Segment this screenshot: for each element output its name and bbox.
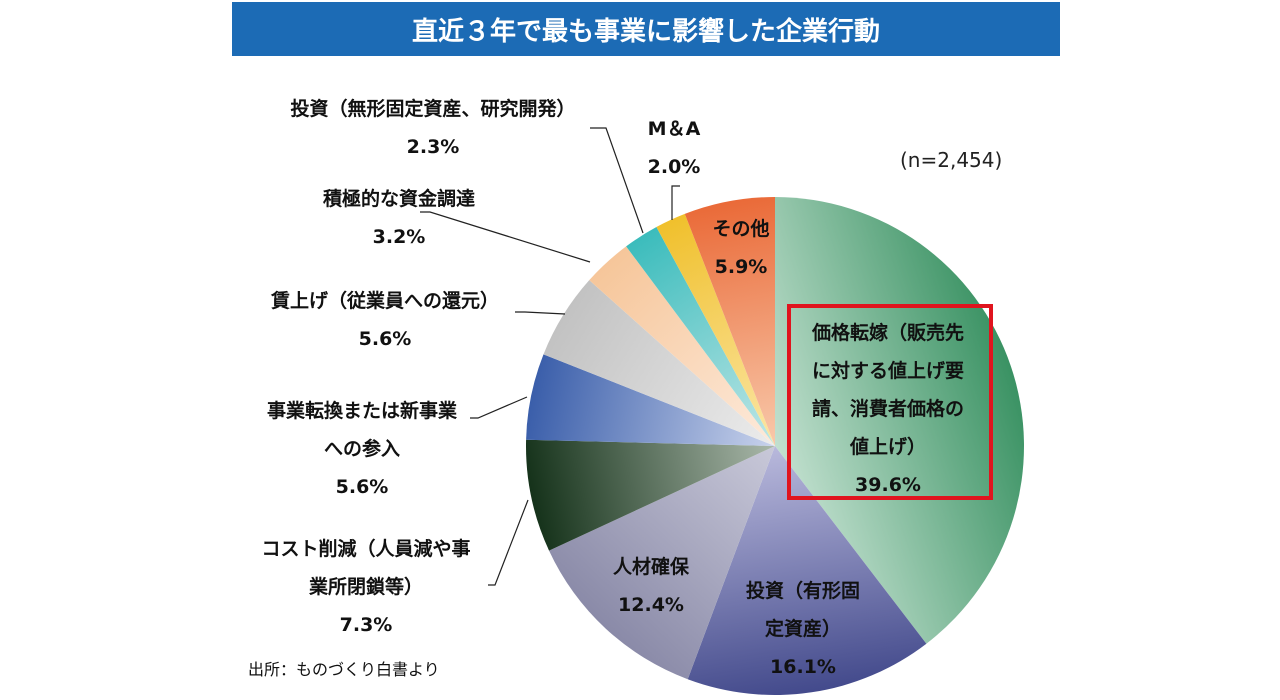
- slice-label-text: 価格転嫁（販売先: [811, 322, 965, 344]
- pie-slice: [543, 280, 775, 446]
- slice-label: 投資（有形固 定資産） 16.1%: [746, 572, 860, 686]
- leader-line: [515, 311, 566, 315]
- pie-slice: [526, 354, 775, 446]
- slice-label-text: 賃上げ（従業員への還元）: [270, 290, 500, 312]
- source-note: 出所：ものづくり白書より: [248, 660, 440, 679]
- sample-size-note: (n=2,454): [900, 148, 1003, 172]
- pie-slice: [775, 197, 1024, 644]
- slice-percent: 7.3%: [339, 614, 393, 636]
- slice-label: M＆A 2.0%: [648, 110, 701, 186]
- leader-line: [488, 499, 529, 586]
- slice-label-text: コスト削減（人員減や事: [261, 538, 471, 560]
- leader-line: [590, 127, 644, 234]
- slice-label: 価格転嫁（販売先 に対する値上げ要 請、消費者価格の 値上げ） 39.6%: [812, 314, 964, 504]
- slice-label: その他 5.9%: [712, 210, 769, 286]
- slice-percent: 5.9%: [714, 256, 768, 278]
- slice-label: 積極的な資金調達 3.2%: [323, 180, 475, 256]
- slice-label-text: 値上げ）: [849, 436, 927, 458]
- slice-label-text: 積極的な資金調達: [322, 188, 476, 210]
- leader-line: [671, 185, 680, 220]
- slice-label: 人材確保 12.4%: [613, 548, 689, 624]
- slice-percent: 39.6%: [855, 474, 921, 496]
- slice-percent: 5.6%: [358, 328, 412, 350]
- slice-label-text: への参入: [323, 438, 401, 460]
- pie-slice: [589, 246, 775, 446]
- slice-label-text: M＆A: [647, 118, 701, 140]
- slice-label-text: 業所閉鎖等）: [308, 576, 424, 598]
- slice-percent: 3.2%: [372, 226, 426, 248]
- pie-slice: [684, 197, 775, 446]
- slice-label-text: 投資（有形固: [745, 580, 861, 602]
- slice-label: 事業転換または新事業 への参入 5.6%: [267, 392, 457, 506]
- slice-label-text: 請、消費者価格の: [811, 398, 965, 420]
- slice-percent: 12.4%: [618, 594, 684, 616]
- slice-label: 投資（無形固定資産、研究開発） 2.3%: [290, 90, 575, 166]
- leader-line: [420, 211, 591, 263]
- slice-label-text: 人材確保: [612, 556, 690, 578]
- slice-label-text: 事業転換または新事業: [266, 400, 458, 422]
- slice-percent: 2.3%: [406, 136, 460, 158]
- pie-slice: [656, 213, 775, 446]
- slice-percent: 16.1%: [770, 656, 836, 678]
- slice-label-text: その他: [712, 218, 770, 240]
- pie-slice: [626, 227, 775, 446]
- pie-slice: [549, 446, 775, 680]
- chart-title: 直近３年で最も事業に影響した企業行動: [232, 2, 1060, 56]
- slice-label-text: 投資（無形固定資産、研究開発）: [290, 98, 576, 120]
- slice-label: コスト削減（人員減や事 業所閉鎖等） 7.3%: [261, 530, 470, 644]
- highlight-box: [787, 304, 993, 500]
- slice-label-text: に対する値上げ要: [811, 360, 965, 382]
- slice-label: 賃上げ（従業員への還元） 5.6%: [271, 282, 499, 358]
- slice-percent: 5.6%: [335, 476, 389, 498]
- leader-line: [470, 396, 528, 419]
- pie-slice: [687, 446, 927, 695]
- slice-percent: 2.0%: [647, 156, 701, 178]
- slice-label-text: 定資産）: [764, 618, 842, 640]
- pie-slice: [525, 439, 775, 551]
